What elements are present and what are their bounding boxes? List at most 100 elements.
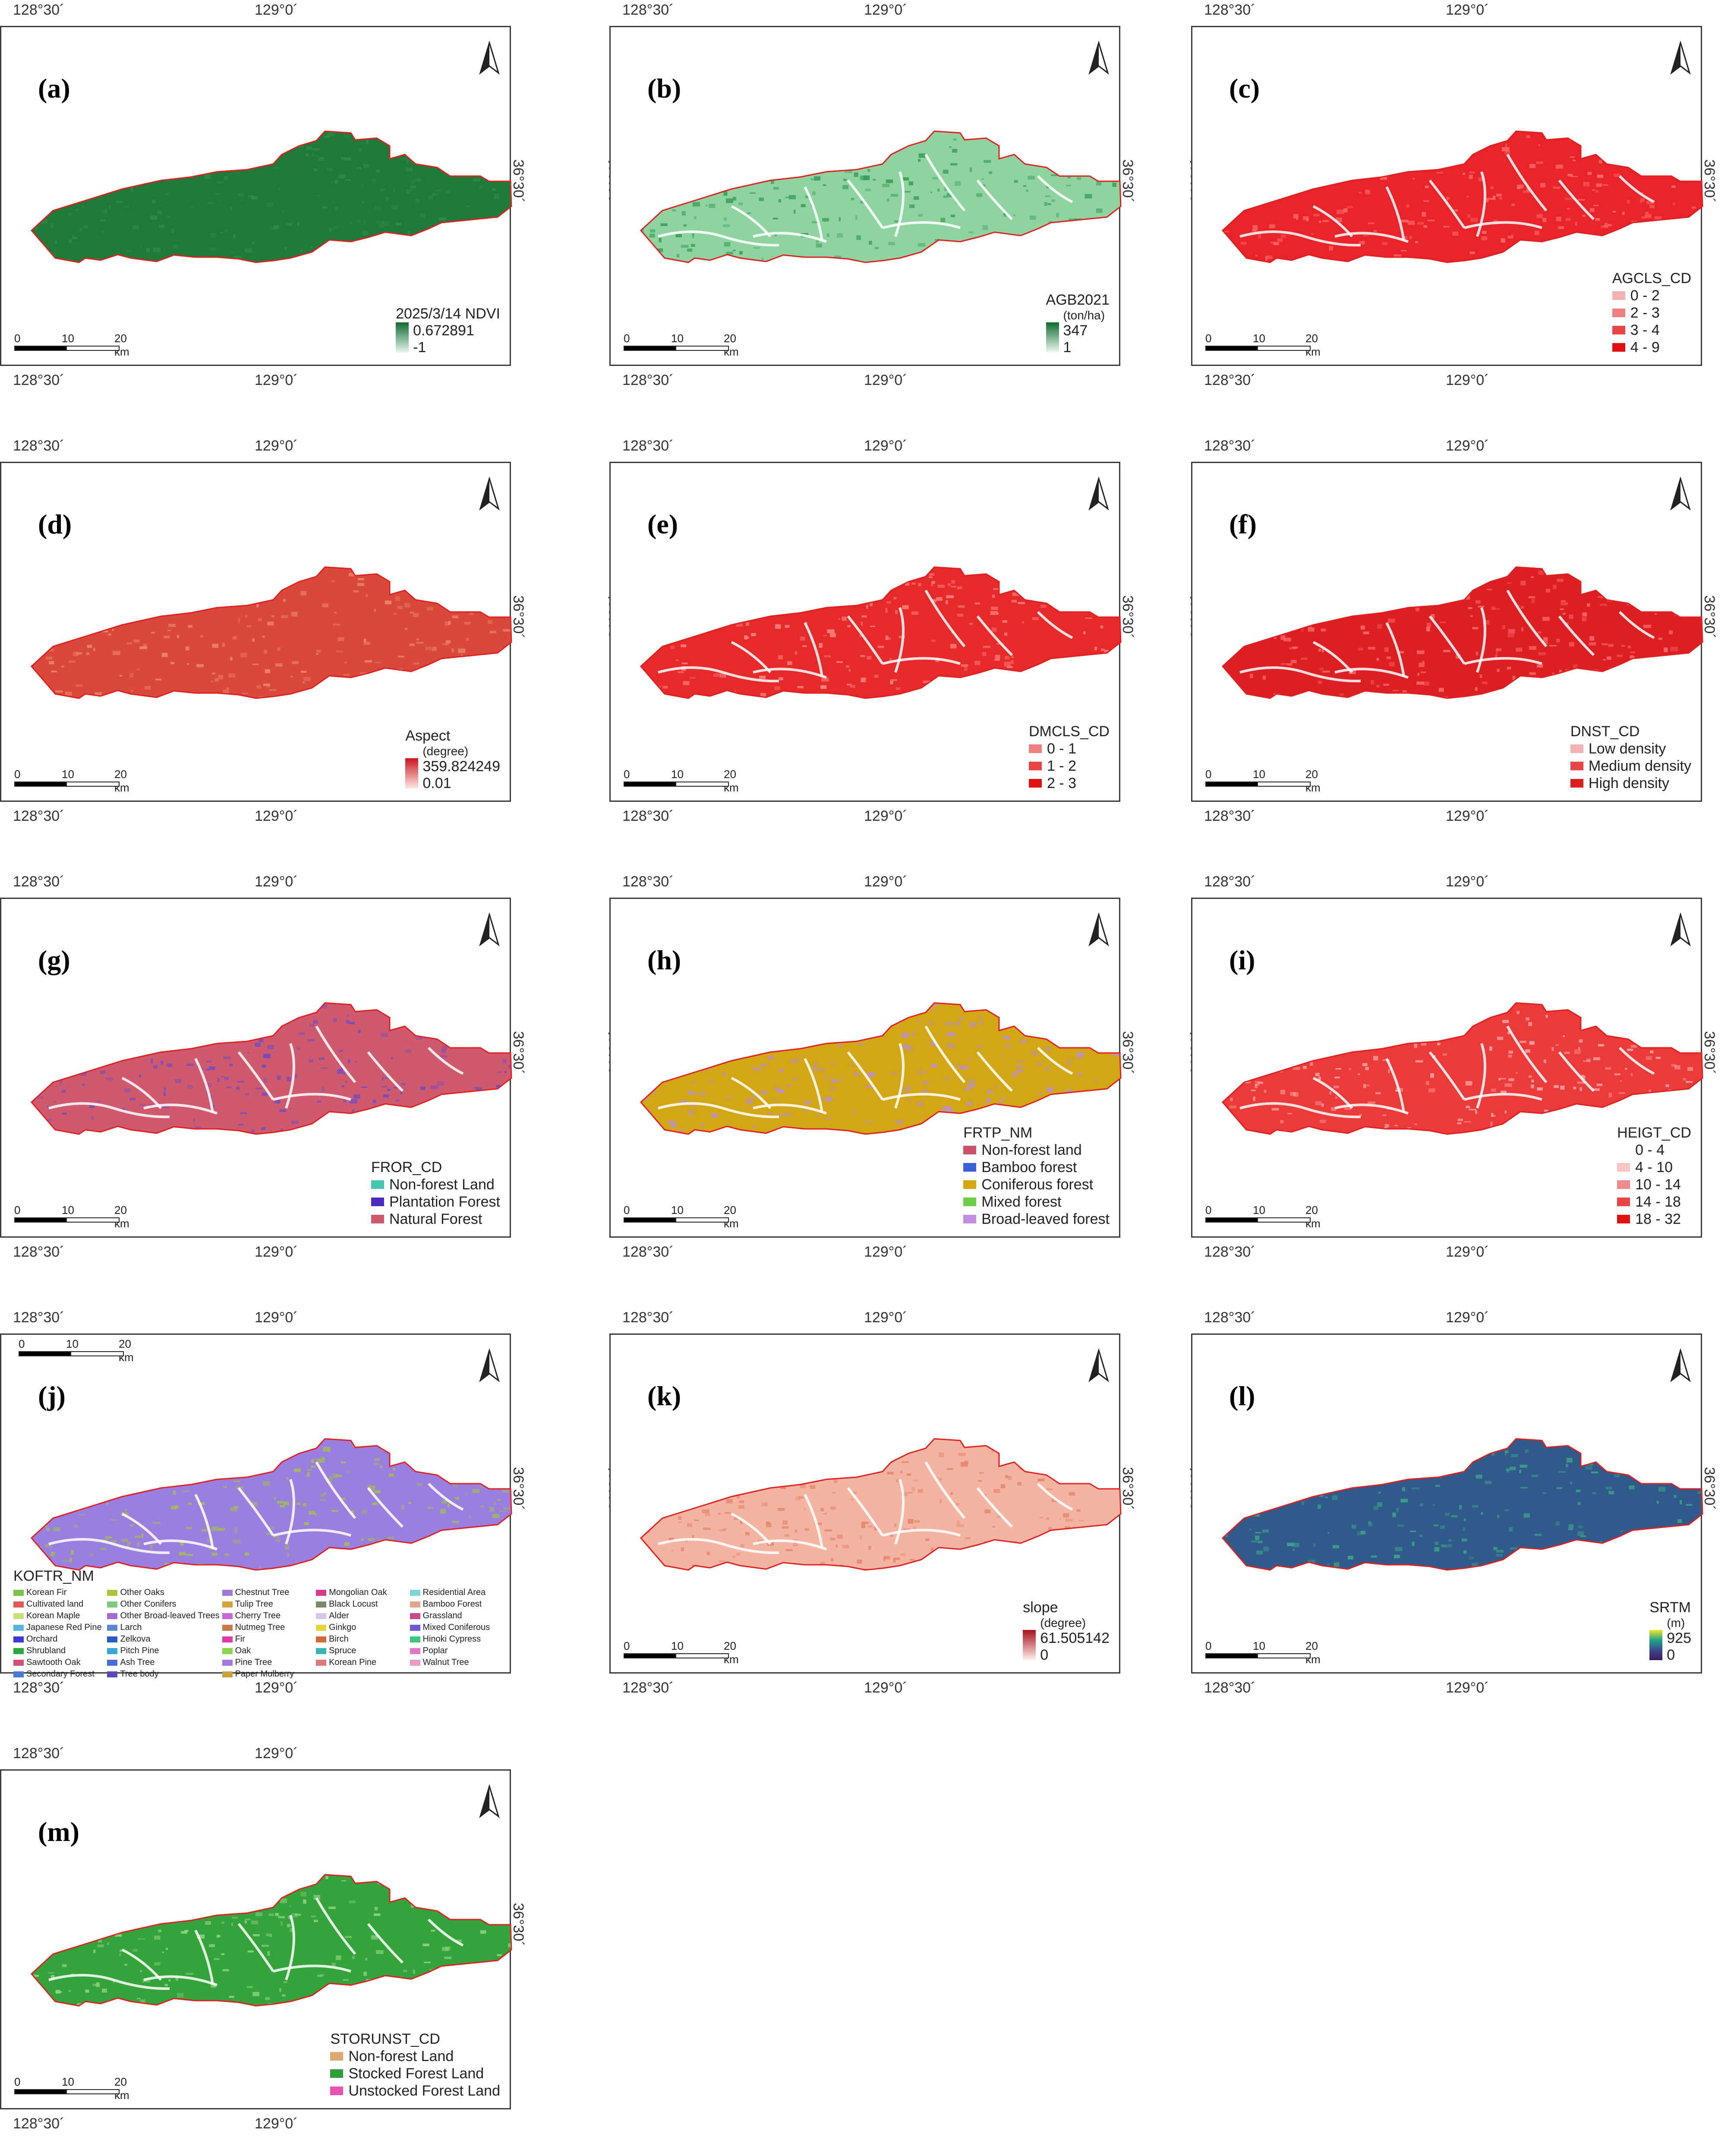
study-area-map [640,1002,1122,1135]
map-panel-h: 128°30´129°0´128°30´129°0´36°30´36°30´(h… [606,872,1136,1264]
legend-swatch [963,1198,977,1206]
legend-item-label: Residential Area [422,1588,486,1597]
legend-swatch [316,1648,327,1654]
legend-item-label: Low density [1588,741,1666,757]
legend-item: Pine Tree [222,1657,313,1668]
legend-values: 925 0 [1667,1630,1691,1664]
legend-item: Walnut Tree [410,1657,501,1668]
legend-swatch [13,1648,24,1654]
map-frame: (h) 0 10 20 km FRTP_NM Non-forest land Bamboo … [609,898,1122,1238]
north-arrow-icon [1670,1348,1691,1383]
legend-item: 0 - 4 [1617,1141,1691,1159]
legend-item-label: Ginkgo [329,1623,356,1632]
legend-item: Japanese Red Pine [13,1622,104,1633]
legend-title: AGCLS_CD [1612,270,1691,287]
map-frame: (m) 0 10 20 km STORUNST_CD Non-forest Land Sto… [0,1769,512,2109]
legend-swatch [371,1180,384,1189]
legend-item-label: Poplar [422,1646,448,1655]
legend-min: 0.01 [422,775,451,791]
legend-color-ramp [1046,322,1059,353]
study-area-map [30,566,512,699]
legend-item: Paper Mulberry [222,1669,313,1680]
study-area-map [30,1002,512,1135]
scale-label-10: 10 [62,768,74,781]
legend-title: KOFTR_NM [13,1568,94,1584]
lon-label-top-left: 128°30´ [1204,1309,1256,1326]
scale-bar-white [1257,346,1311,351]
legend: SRTM (m) 925 0 [1649,1599,1691,1664]
lon-label-bottom-left: 128°30´ [1204,372,1256,388]
study-area-polygon [32,1875,511,2006]
legend-item-label: Ash Tree [120,1658,155,1667]
legend-item: Secondary Forest [13,1669,104,1680]
legend-item: Medium density [1570,757,1691,775]
legend-subtitle: (degree) [1040,1616,1086,1630]
legend-color-ramp [396,322,409,353]
study-area-map [640,1438,1122,1571]
legend-item-label: Bamboo forest [981,1159,1077,1176]
legend-item-label: 2 - 3 [1047,775,1076,791]
legend-gradient: 925 0 [1649,1630,1691,1664]
legend-swatch [1617,1163,1630,1172]
legend-item-label: Mixed Coniferous [422,1623,490,1632]
study-area-polygon [1223,567,1702,698]
legend-item-label: 0 - 4 [1635,1142,1665,1158]
north-arrow-icon [479,476,500,511]
study-area-boundary [640,1002,1122,1135]
legend-swatch [107,1589,118,1596]
map-panel-g: 128°30´129°0´128°30´129°0´36°30´36°30´(g… [0,872,527,1264]
lon-label-bottom-right: 129°0´ [864,372,908,388]
legend-item: Bamboo Forest [410,1599,501,1610]
study-area-boundary [30,1002,512,1135]
lon-label-bottom-right: 129°0´ [255,808,298,824]
scale-bar-black [1205,346,1258,351]
legend-item-label: Nutmeg Tree [235,1623,285,1632]
study-area-polygon [32,1003,511,1134]
legend-item-label: Sawtooth Oak [26,1658,81,1667]
legend: FROR_CD Non-forest Land Plantation Forest N… [371,1159,500,1228]
legend-title: DNST_CD [1570,723,1640,740]
north-arrow-icon [479,40,500,76]
scale-bar-black [19,1351,71,1356]
scale-label-0: 0 [14,2075,21,2088]
study-area-map [640,130,1122,263]
legend-color-ramp [405,758,419,788]
study-area-boundary [640,1438,1122,1571]
legend: 2025/3/14 NDVI 0.672891 -1 [396,306,500,356]
legend-item: Spruce [316,1645,407,1656]
lon-label-top-right: 129°0´ [255,2,298,18]
lon-label-bottom-right: 129°0´ [1446,808,1489,824]
scale-bar-white [66,346,120,351]
legend-max: 0.672891 [413,322,474,339]
legend-swatch [107,1648,118,1654]
north-arrow-icon [1088,476,1110,511]
study-area-boundary [30,130,512,263]
scale-label-10: 10 [671,332,684,345]
scale-bar-black [624,1653,676,1658]
scale-label-10: 10 [1253,768,1265,781]
lon-label-top-right: 129°0´ [255,438,298,454]
lon-label-top-right: 129°0´ [864,2,908,18]
legend-item-label: Larch [120,1623,142,1632]
legend-color-ramp [1649,1630,1663,1660]
panel-label: (b) [647,73,681,104]
legend-gradient: 359.824249 0.01 [405,758,500,792]
legend-swatch [1612,291,1625,300]
legend-color-ramp [1023,1630,1036,1660]
map-frame: (d) 0 10 20 km Aspect (degree) 359.824249 0.01 [0,462,512,802]
legend-item-label: 0 - 2 [1630,287,1660,304]
legend-item: Shrubland [13,1645,104,1656]
legend-swatch [1617,1146,1630,1154]
legend-item-label: 1 - 2 [1047,758,1076,774]
legend-item-label: Hinoki Cypress [422,1634,481,1644]
study-area-map [30,130,512,263]
scale-bar-black [624,782,676,787]
legend-item-label: Non-forest land [981,1142,1082,1158]
legend-item: Larch [107,1622,219,1633]
scale-label-0: 0 [624,332,630,345]
panel-label: (i) [1229,945,1255,975]
lon-label-top-right: 129°0´ [1446,1309,1489,1326]
